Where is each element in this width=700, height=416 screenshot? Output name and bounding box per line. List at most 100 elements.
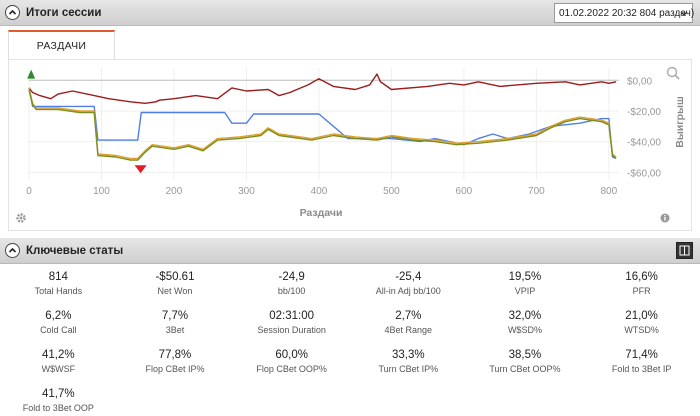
stat-value: 21,0% — [625, 310, 658, 322]
stat-item: -25,4 All-in Adj bb/100 — [350, 270, 467, 304]
stat-label: Fold to 3Bet IP — [611, 364, 672, 374]
stat-item: 814 Total Hands — [0, 270, 117, 304]
stat-label: bb/100 — [277, 286, 306, 296]
stat-item: 7,7% 3Bet — [117, 309, 234, 343]
chart-series — [28, 73, 617, 161]
x-tick-label: 300 — [238, 186, 255, 197]
stat-value: 32,0% — [508, 310, 542, 322]
x-tick-label: 500 — [383, 186, 400, 197]
gear-icon[interactable] — [16, 213, 26, 223]
series-line-3 — [28, 89, 617, 161]
stat-item: 19,5% VPIP — [467, 270, 584, 304]
y-tick-label: -$60,00 — [627, 168, 661, 179]
series-line-0 — [28, 73, 617, 104]
x-axis-ticks: 0 100 200 300 400 500 600 700 800 — [26, 186, 617, 197]
stat-item: 38,5% Turn CBet OOP% — [467, 348, 584, 382]
stat-label: Total Hands — [34, 286, 83, 296]
stat-item: 41,2% W$WSF — [0, 348, 117, 382]
stat-value: 60,0% — [275, 349, 308, 361]
x-tick-label: 800 — [601, 186, 618, 197]
stat-label: VPIP — [514, 286, 536, 296]
zoom-icon[interactable] — [666, 66, 680, 80]
session-select[interactable]: 01.02.2022 20:32 804 раздач) — [554, 3, 695, 23]
stat-label: Cold Call — [40, 325, 77, 335]
stat-item: 32,0% W$SD% — [467, 309, 584, 343]
layout-toggle-button[interactable] — [676, 242, 693, 259]
stat-value: 33,3% — [391, 349, 425, 361]
x-tick-label: 600 — [456, 186, 473, 197]
key-stats-header: Ключевые статы — [0, 238, 700, 264]
x-tick-label: 0 — [26, 186, 32, 197]
series-line-2 — [28, 87, 617, 160]
tabs-bar: РАЗДАЧИ — [0, 27, 700, 59]
stat-item: 16,6% PFR — [583, 270, 700, 304]
y-tick-label: -$20,00 — [627, 107, 661, 118]
collapse-session-button[interactable] — [5, 5, 20, 20]
winnings-chart: 0 100 200 300 400 500 600 700 800 $0,00 -$20,00 -$… — [16, 66, 686, 223]
stat-item: 2,7% 4Bet Range — [350, 309, 467, 343]
stat-label: Flop CBet IP% — [145, 364, 205, 374]
session-select-value: 01.02.2022 20:32 804 раздач) — [559, 7, 695, 19]
stat-item: 33,3% Turn CBet IP% — [350, 348, 467, 382]
stat-label: Fold to 3Bet OOP — [22, 403, 94, 413]
tab-hands-label: РАЗДАЧИ — [36, 39, 87, 52]
stat-item: 71,4% Fold to 3Bet IP — [583, 348, 700, 382]
stat-item: 41,7% Fold to 3Bet OOP — [0, 387, 117, 416]
key-stats-title: Ключевые статы — [26, 244, 124, 257]
x-tick-label: 200 — [166, 186, 183, 197]
stat-value: 2,7% — [395, 310, 422, 322]
stat-item: 02:31:00 Session Duration — [233, 309, 350, 343]
chevron-up-icon — [8, 9, 17, 15]
y-axis-label: Выигрыш — [674, 96, 686, 148]
x-tick-label: 700 — [528, 186, 545, 197]
stat-item: 6,2% Cold Call — [0, 309, 117, 343]
chevron-up-icon — [8, 247, 17, 253]
y-tick-label: -$40,00 — [627, 138, 661, 149]
stat-label: W$SD% — [507, 325, 542, 335]
x-axis-label: Раздачи — [300, 207, 343, 219]
stat-item: 77,8% Flop CBet IP% — [117, 348, 234, 382]
key-stats-grid: 814 Total Hands -$50.61 Net Won -24,9 bb/100-… — [0, 270, 700, 416]
stat-value: 41,2% — [42, 349, 75, 361]
x-tick-label: 400 — [311, 186, 328, 197]
stat-item: 21,0% WTSD% — [583, 309, 700, 343]
tab-hands[interactable]: РАЗДАЧИ — [8, 30, 115, 59]
winnings-chart-panel: 0 100 200 300 400 500 600 700 800 $0,00 -$20,00 -$… — [8, 59, 692, 231]
stat-value: 02:31:00 — [269, 310, 315, 322]
stat-label: WTSD% — [624, 325, 659, 335]
session-summary-title: Итоги сессии — [26, 6, 102, 19]
session-start-marker — [27, 69, 36, 79]
series-line-1 — [28, 87, 617, 160]
stat-label: All-in Adj bb/100 — [375, 286, 441, 296]
collapse-stats-button[interactable] — [5, 243, 20, 258]
session-low-marker — [134, 165, 147, 174]
stat-item: -$50.61 Net Won — [117, 270, 234, 304]
stat-value: 38,5% — [508, 349, 542, 361]
y-tick-label: $0,00 — [627, 76, 652, 87]
stat-label: Turn CBet IP% — [378, 364, 439, 374]
stat-label: Net Won — [157, 286, 193, 296]
stat-value: 6,2% — [45, 310, 72, 322]
stat-label: Turn CBet OOP% — [489, 364, 561, 374]
stat-value: 77,8% — [158, 349, 192, 361]
stat-value: -24,9 — [278, 271, 305, 283]
stat-value: 71,4% — [625, 349, 658, 361]
stat-label: Session Duration — [257, 325, 326, 335]
session-summary-header: Итоги сессии 01.02.2022 20:32 804 раздач… — [0, 0, 700, 26]
stat-value: -25,4 — [395, 271, 422, 283]
columns-icon — [679, 245, 690, 256]
stat-value: -$50.61 — [155, 271, 195, 283]
stat-value: 41,7% — [42, 388, 75, 400]
stat-value: 16,6% — [625, 271, 658, 283]
stat-value: 19,5% — [508, 271, 542, 283]
stat-label: 3Bet — [165, 325, 185, 335]
stat-label: W$WSF — [41, 364, 76, 374]
info-icon[interactable] — [660, 213, 670, 223]
chevron-down-icon — [680, 11, 688, 16]
chart-grid — [28, 68, 619, 180]
stat-label: 4Bet Range — [384, 325, 433, 335]
stat-item: 60,0% Flop CBet OOP% — [233, 348, 350, 382]
stat-value: 7,7% — [161, 310, 189, 322]
y-axis-ticks: $0,00 -$20,00 -$40,00 -$60,00 — [627, 76, 661, 179]
stat-item: -24,9 bb/100 — [233, 270, 350, 304]
